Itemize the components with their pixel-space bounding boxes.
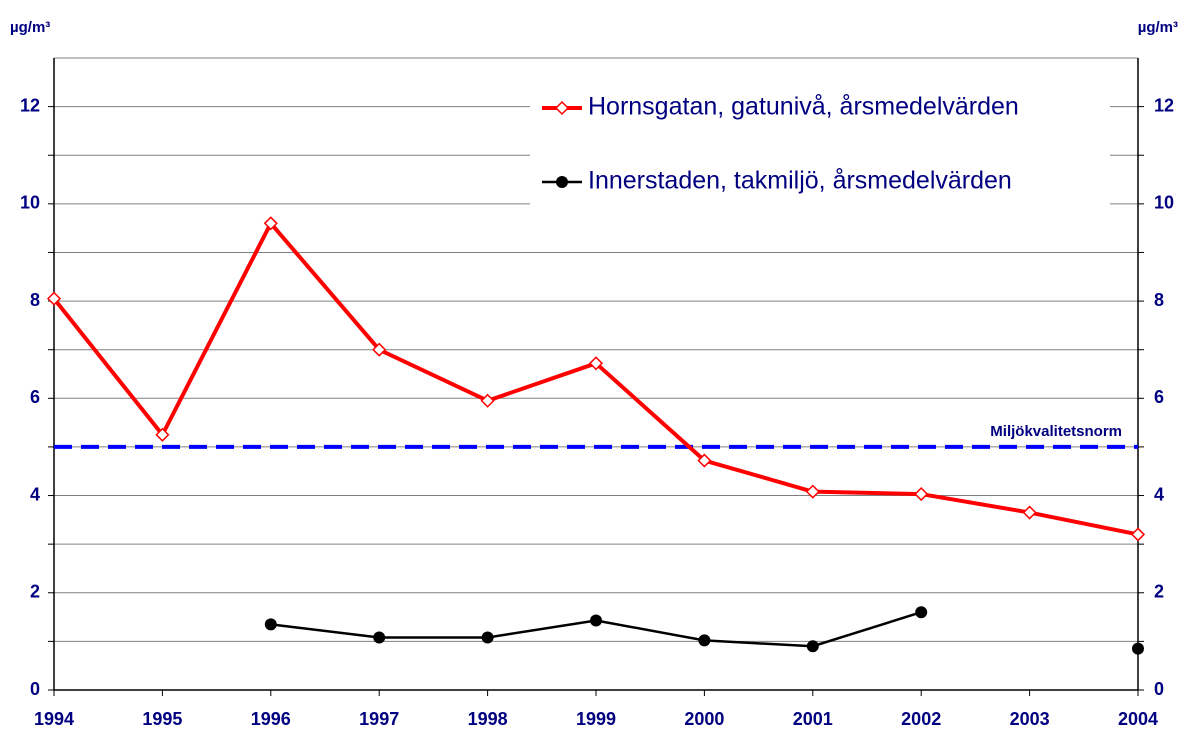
data-point	[1132, 642, 1144, 655]
x-tick-label: 1996	[251, 709, 291, 729]
x-tick-label: 2003	[1010, 709, 1050, 729]
legend-box	[530, 78, 1110, 214]
y2-axis-label: µg/m³	[1138, 19, 1178, 36]
data-point	[588, 356, 604, 371]
x-tick-label: 1998	[468, 709, 508, 729]
x-tick-label: 1995	[142, 709, 182, 729]
data-point	[481, 631, 494, 644]
data-point	[590, 614, 602, 627]
data-point	[698, 634, 711, 647]
y-tick-label: 10	[20, 193, 40, 213]
data-point	[264, 618, 277, 631]
legend-label: Hornsgatan, gatunivå, årsmedelvärden	[588, 93, 1019, 121]
y-tick-label: 6	[30, 387, 40, 407]
y-tick-label: 0	[30, 679, 40, 699]
y2-tick-label: 8	[1154, 290, 1164, 310]
y-axis-label: µg/m³	[10, 19, 50, 36]
x-tick-label: 1994	[34, 709, 74, 729]
y-tick-label: 12	[20, 95, 40, 115]
x-tick-label: 2000	[684, 709, 724, 729]
y-tick-label: 8	[30, 290, 40, 310]
y-tick-label: 2	[30, 582, 40, 602]
legend-label: Innerstaden, takmiljö, årsmedelvärden	[588, 167, 1012, 195]
legend: Hornsgatan, gatunivå, årsmedelvärden Inne…	[530, 78, 1110, 214]
y2-tick-label: 6	[1154, 387, 1164, 407]
y2-tick-label: 10	[1154, 193, 1174, 213]
legend-marker	[554, 100, 570, 116]
data-point	[263, 216, 278, 231]
legend-marker	[556, 176, 568, 188]
y2-tick-label: 2	[1154, 582, 1164, 602]
data-point	[372, 342, 387, 357]
x-tick-label: 2001	[793, 709, 833, 729]
data-point	[1022, 505, 1037, 520]
data-point	[915, 606, 928, 619]
y2-tick-label: 12	[1154, 95, 1174, 115]
data-point	[697, 453, 712, 468]
data-point	[805, 484, 820, 499]
data-point	[155, 427, 170, 442]
data-point	[373, 631, 386, 644]
data-point	[806, 640, 819, 653]
x-tick-label: 2004	[1118, 709, 1158, 729]
reference-label: Miljökvalitetsnorm	[990, 423, 1122, 440]
x-tick-label: 1999	[576, 709, 616, 729]
x-tick-label: 2002	[901, 709, 941, 729]
data-point	[46, 291, 62, 306]
data-point	[480, 393, 495, 408]
x-tick-label: 1997	[359, 709, 399, 729]
data-point	[1130, 527, 1146, 542]
data-point	[914, 487, 929, 502]
y-tick-label: 4	[30, 484, 40, 504]
y2-tick-label: 4	[1154, 484, 1164, 504]
y2-tick-label: 0	[1154, 679, 1164, 699]
